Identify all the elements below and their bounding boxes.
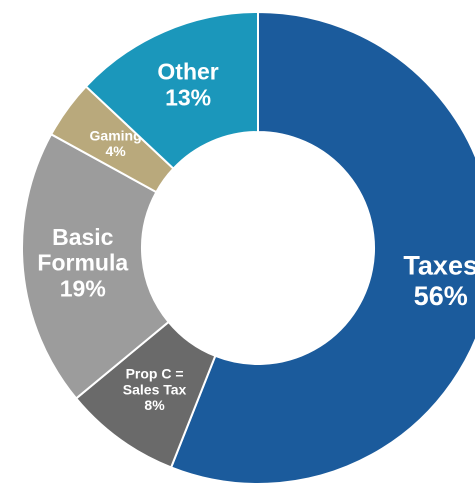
segment-label-line: Gaming [90,127,142,143]
segment-label: Gaming [90,127,142,143]
donut-segment [169,10,475,485]
donut-segment [84,10,259,171]
segment-value-label: 19% [60,275,106,301]
segment-label: Basic Formula [37,224,128,276]
segment-value-label: 56% [414,281,468,311]
segment-label: Prop C = Sales Tax [123,365,187,397]
segment-label-line: Sales Tax [123,381,187,397]
segment-label-line: Formula [37,250,128,276]
donut-segment [21,132,171,400]
segment-label-line: Prop C = [126,365,184,381]
segment-value-label: 8% [144,397,165,413]
segment-label-line: Other [157,59,218,85]
segment-label-line: Taxes [403,251,475,281]
segment-value-label: 13% [165,84,211,110]
segment-value-label: 4% [105,143,126,159]
segment-label-line: Basic [52,224,114,250]
segment-label: Taxes [403,251,475,281]
segment-label: Other [157,59,218,85]
